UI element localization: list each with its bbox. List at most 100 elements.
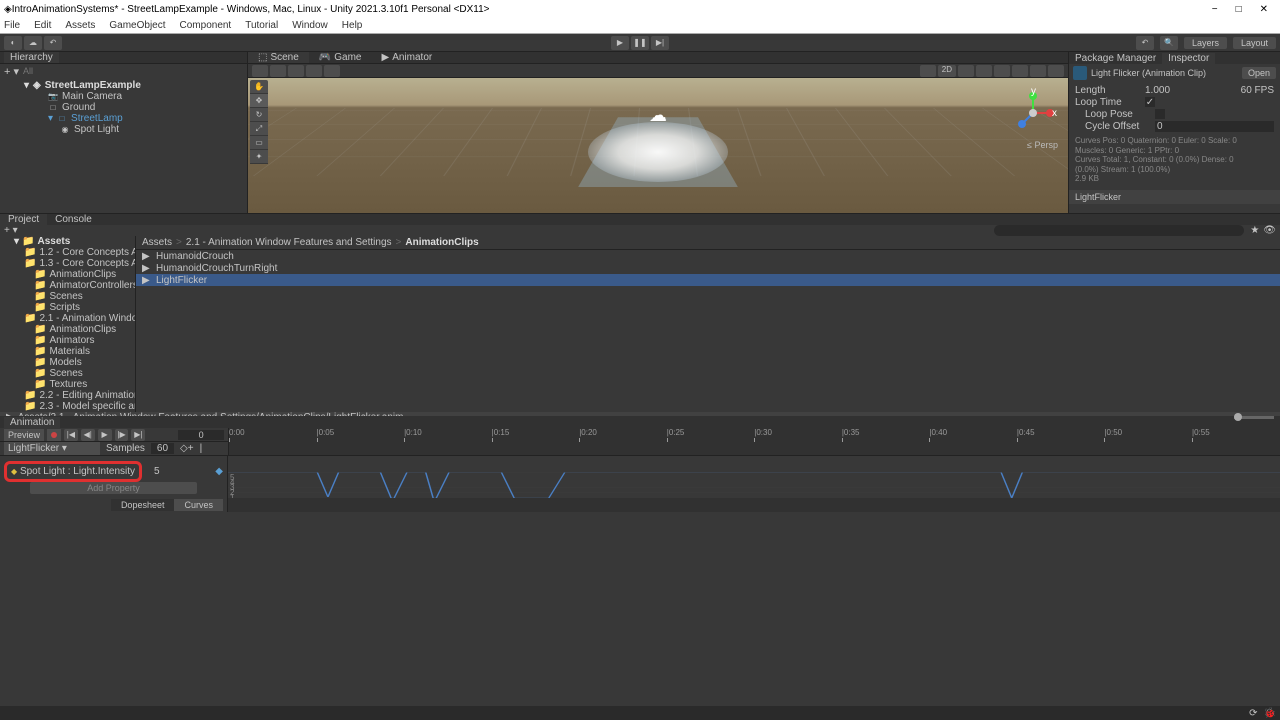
layers-dropdown[interactable]: Layers — [1184, 37, 1227, 49]
project-create-button[interactable]: + ▾ — [4, 225, 18, 236]
last-keyframe-button[interactable]: ▶| — [131, 429, 145, 441]
move-tool[interactable]: ✥ — [250, 94, 268, 108]
rotate-tool[interactable]: ↻ — [250, 108, 268, 122]
cloud-icon[interactable]: ☁ — [24, 36, 42, 50]
thumbnail-size-slider[interactable] — [1234, 416, 1274, 419]
orientation-gizmo[interactable]: x y — [1008, 88, 1058, 138]
scene-audio-toggle[interactable] — [976, 65, 992, 77]
curves-tab[interactable]: Curves — [174, 499, 223, 511]
project-folder[interactable]: 📁AnimatorControllers — [0, 280, 135, 291]
first-keyframe-button[interactable]: |◀ — [64, 429, 78, 441]
auto-generate-icon[interactable]: ⟳ — [1249, 708, 1257, 719]
frame-input[interactable]: 0 — [178, 430, 224, 440]
add-event-icon[interactable]: | — [200, 443, 203, 454]
project-search[interactable] — [994, 225, 1244, 236]
maximize-button[interactable]: □ — [1236, 4, 1242, 15]
menu-help[interactable]: Help — [342, 20, 363, 31]
inspector-tab[interactable]: Inspector — [1162, 53, 1215, 64]
game-tab[interactable]: 🎮Game — [309, 52, 372, 63]
assets-root[interactable]: ▾📁Assets — [0, 236, 135, 247]
scene-tool-handle[interactable] — [288, 65, 304, 77]
menu-gameobject[interactable]: GameObject — [109, 20, 165, 31]
minimize-button[interactable]: − — [1212, 4, 1218, 15]
project-folder[interactable]: 📁Textures — [0, 379, 135, 390]
project-tab[interactable]: Project — [0, 214, 47, 225]
property-value[interactable]: 5 — [154, 466, 160, 477]
console-tab[interactable]: Console — [47, 214, 100, 225]
property-row-highlighted[interactable]: ◆ Spot Light : Light.Intensity — [4, 461, 142, 482]
hand-tool[interactable]: ✋ — [250, 80, 268, 94]
history-icon[interactable]: ↶ — [44, 36, 62, 50]
play-anim-button[interactable]: ▶ — [98, 429, 112, 441]
clip-selector[interactable]: LightFlicker ▾ — [4, 442, 100, 455]
project-folder[interactable]: 📁2.3 - Model specific anim... — [0, 401, 135, 412]
cycle-offset-input[interactable]: 0 — [1155, 121, 1274, 132]
scene-gizmos-dropdown[interactable] — [1048, 65, 1064, 77]
account-icon[interactable]: ◐ — [4, 36, 22, 50]
curve-editor[interactable]: 12345 — [228, 470, 1280, 498]
favorites-icon[interactable]: ★ — [1250, 225, 1259, 236]
project-folder[interactable]: 📁Scenes — [0, 291, 135, 302]
debug-icon[interactable]: 🐞 — [1264, 708, 1276, 719]
loop-time-checkbox[interactable]: ✓ — [1145, 97, 1155, 107]
search-icon[interactable]: 🔍 — [1160, 36, 1178, 50]
breadcrumb-segment[interactable]: Assets — [142, 237, 172, 248]
project-folder[interactable]: 📁Scripts — [0, 302, 135, 313]
next-keyframe-button[interactable]: |▶ — [115, 429, 129, 441]
perspective-label[interactable]: ≤ Persp — [1027, 140, 1058, 150]
project-folder[interactable]: 📁Scenes — [0, 368, 135, 379]
breadcrumb-segment[interactable]: AnimationClips — [405, 237, 478, 248]
scene-tool-grid[interactable] — [306, 65, 322, 77]
project-item[interactable]: ▶LightFlicker — [136, 274, 1280, 286]
animation-tab[interactable]: Animation — [4, 417, 60, 428]
scene-fx-toggle[interactable] — [994, 65, 1010, 77]
scene-lighting-toggle[interactable] — [958, 65, 974, 77]
project-folder[interactable]: 📁AnimationClips — [0, 269, 135, 280]
scene-2d-toggle[interactable]: 2D — [938, 65, 956, 77]
layout-dropdown[interactable]: Layout — [1233, 37, 1276, 49]
project-item[interactable]: ▶HumanoidCrouch — [136, 250, 1280, 262]
timeline-ruler[interactable]: 0:00|0:05|0:10|0:15|0:20|0:25|0:30|0:35|… — [229, 428, 1280, 456]
hierarchy-search[interactable] — [23, 66, 243, 76]
scene-tool-pivot[interactable] — [270, 65, 286, 77]
hidden-icon[interactable]: 👁 — [1263, 225, 1276, 236]
transform-tool[interactable]: ✦ — [250, 150, 268, 164]
scene-visibility-toggle[interactable] — [1012, 65, 1028, 77]
menu-tutorial[interactable]: Tutorial — [245, 20, 278, 31]
menu-assets[interactable]: Assets — [65, 20, 95, 31]
record-button[interactable] — [47, 429, 61, 441]
scene-tool-dropdown[interactable] — [252, 65, 268, 77]
menu-window[interactable]: Window — [292, 20, 328, 31]
project-folder[interactable]: 📁AnimationClips — [0, 324, 135, 335]
menu-file[interactable]: File — [4, 20, 20, 31]
dopesheet-tab[interactable]: Dopesheet — [111, 499, 175, 511]
scene-tab[interactable]: ⬚Scene — [248, 52, 309, 63]
project-item[interactable]: ▶HumanoidCrouchTurnRight — [136, 262, 1280, 274]
play-button[interactable]: ▶ — [611, 36, 629, 50]
package-manager-tab[interactable]: Package Manager — [1069, 53, 1162, 64]
scene-camera-toggle[interactable] — [1030, 65, 1046, 77]
scene-root[interactable]: ▾ ◈ StreetLampExample — [0, 80, 247, 91]
hierarchy-create-button[interactable]: + ▾ — [4, 65, 19, 78]
project-folder[interactable]: 📁Animators — [0, 335, 135, 346]
close-button[interactable]: ✕ — [1260, 4, 1268, 15]
project-folder[interactable]: 📁1.3 - Core Concepts Anim — [0, 258, 135, 269]
preview-label[interactable]: Preview — [4, 429, 44, 441]
hierarchy-item-streetlamp[interactable]: ▾□StreetLamp — [0, 113, 247, 124]
add-property-button[interactable]: Add Property — [30, 482, 197, 494]
hierarchy-item-camera[interactable]: 📷Main Camera — [0, 91, 247, 102]
project-folder[interactable]: 📁1.2 - Core Concepts Anim — [0, 247, 135, 258]
hierarchy-item-spotlight[interactable]: ◉Spot Light — [0, 124, 247, 135]
loop-pose-checkbox[interactable] — [1155, 109, 1165, 119]
project-folder[interactable]: 📁Materials — [0, 346, 135, 357]
open-button[interactable]: Open — [1242, 67, 1276, 79]
animator-tab[interactable]: ▶Animator — [372, 52, 443, 63]
pause-button[interactable]: ❚❚ — [631, 36, 649, 50]
hierarchy-tab[interactable]: Hierarchy — [4, 52, 59, 63]
samples-input[interactable]: 60 — [151, 443, 174, 454]
undo-icon[interactable]: ↶ — [1136, 36, 1154, 50]
menu-edit[interactable]: Edit — [34, 20, 51, 31]
rect-tool[interactable]: ▭ — [250, 136, 268, 150]
scene-viewport[interactable]: ☁ ✋ ✥ ↻ ⤢ ▭ ✦ x y ≤ Persp — [248, 78, 1068, 213]
scene-tool-snap[interactable] — [324, 65, 340, 77]
